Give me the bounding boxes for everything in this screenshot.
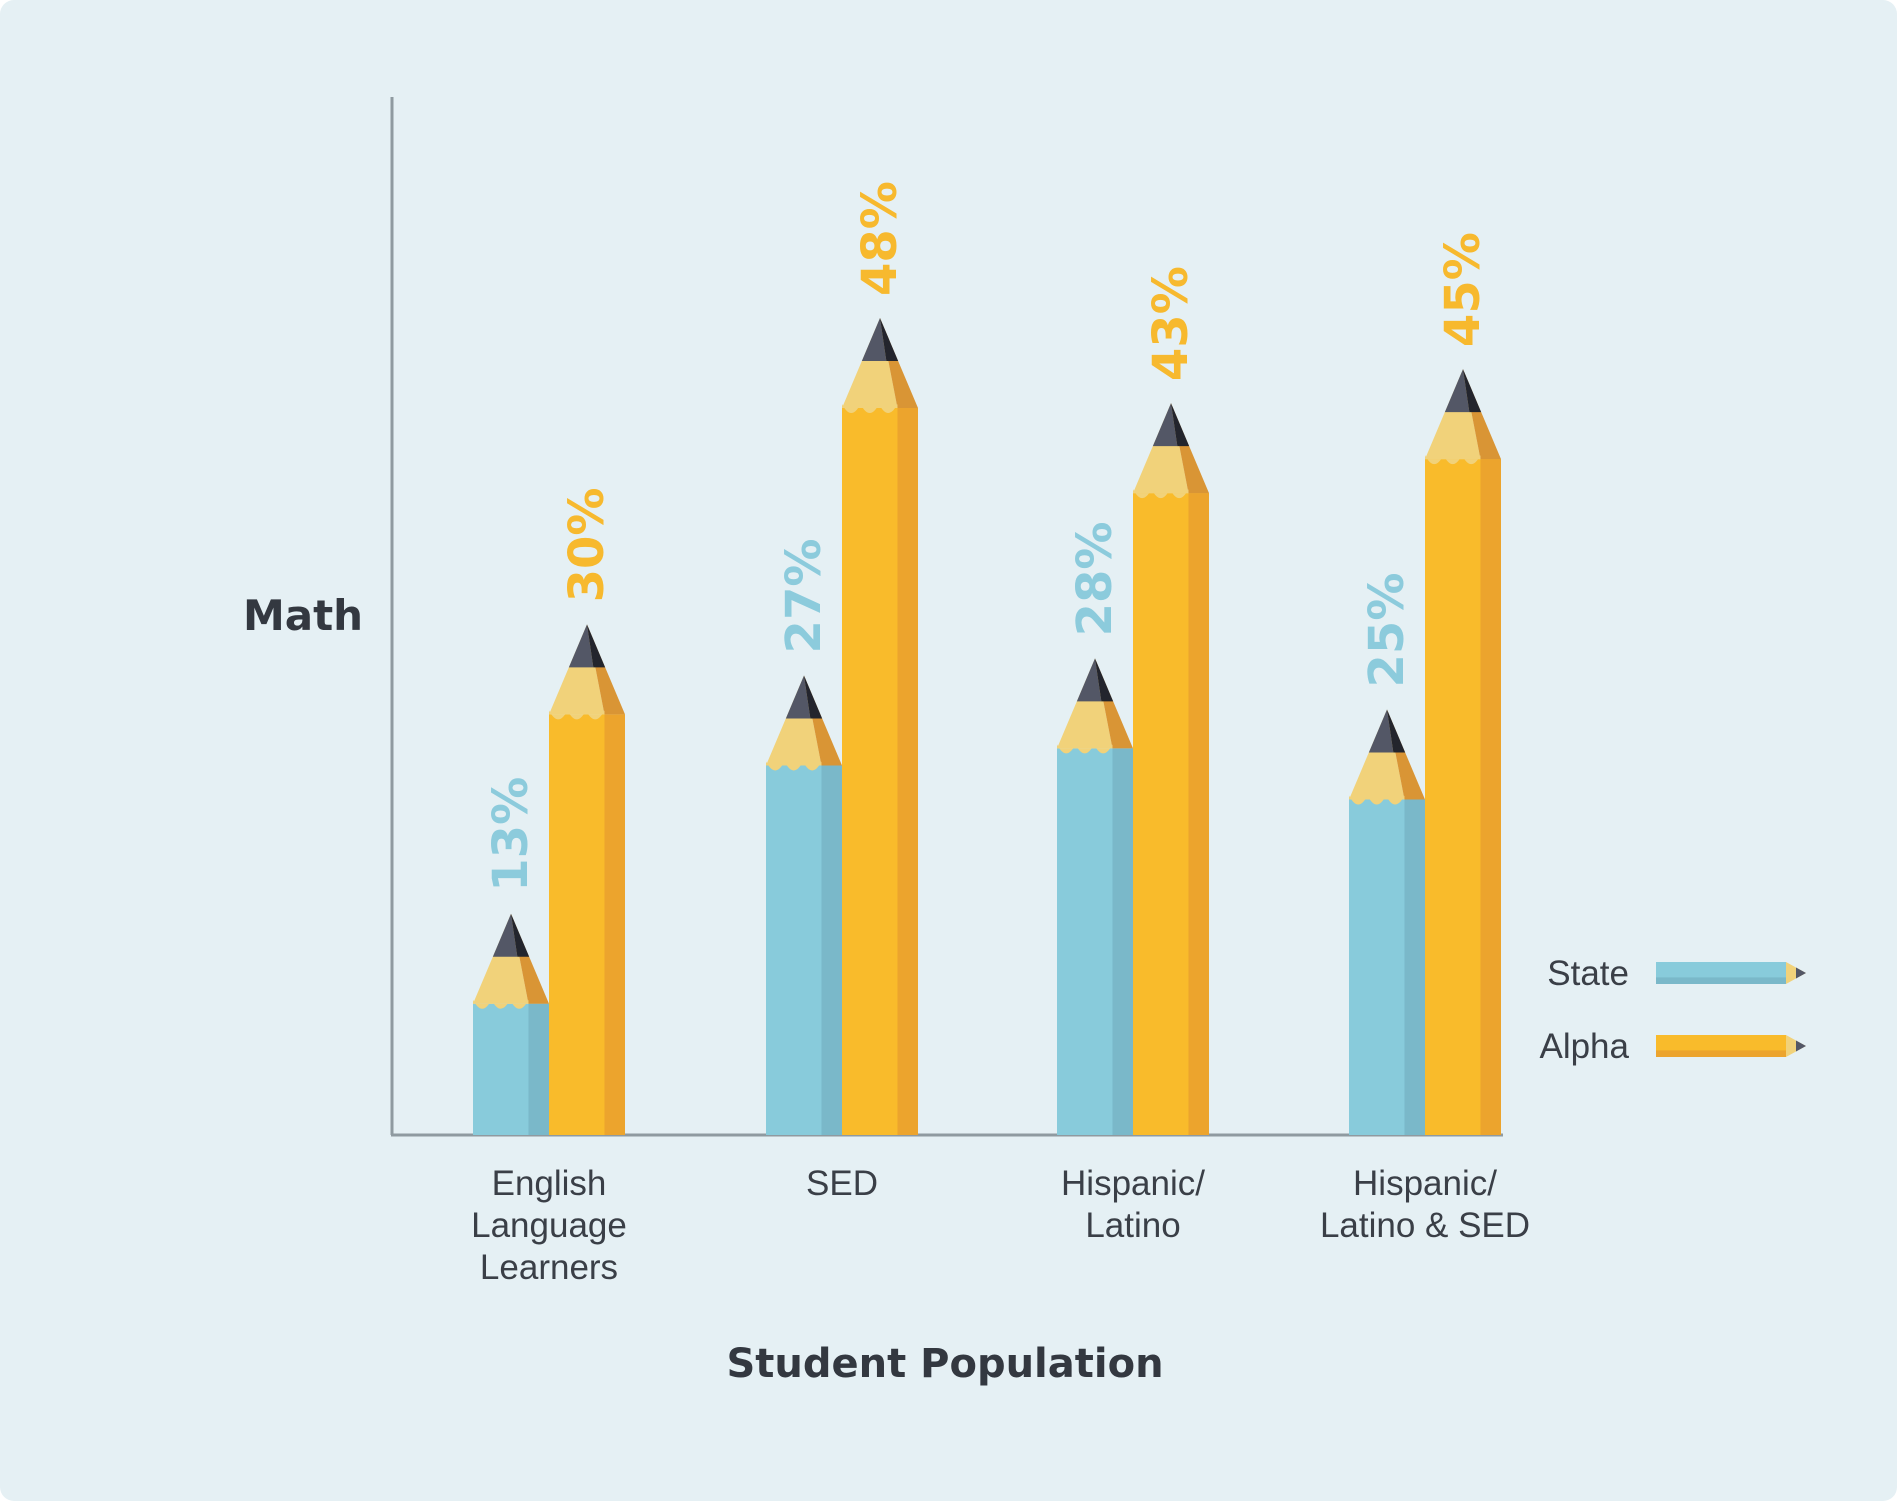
pencil-lead xyxy=(1076,658,1102,702)
legend-pencil-lead xyxy=(1796,1040,1806,1052)
bar-state-3 xyxy=(1349,709,1425,1135)
pencil-lead-shade xyxy=(1171,403,1190,447)
pencil-lead-shade xyxy=(587,624,606,668)
category-labels: English Language Learners SED Hispanic/Latin… xyxy=(471,1164,1530,1287)
legend-label: State xyxy=(1547,954,1629,993)
legend-label: Alpha xyxy=(1539,1027,1629,1066)
data-label: 27% xyxy=(776,539,832,654)
data-label: 43% xyxy=(1143,266,1199,381)
pencil-lead-shade xyxy=(880,318,899,361)
pencil-lead xyxy=(492,913,518,957)
pencil-wood-shade xyxy=(1463,369,1501,460)
x-tick-label-line: Hispanic/ xyxy=(1353,1164,1497,1203)
x-tick-label-line: Latino & SED xyxy=(1320,1206,1530,1245)
bar-state-2 xyxy=(1057,658,1133,1135)
pencil-body-shade xyxy=(1480,459,1501,1135)
bar-alpha-3 xyxy=(1425,369,1501,1135)
x-tick-label: Hispanic/Latino & SED xyxy=(1320,1164,1530,1245)
pencil-wood-shade xyxy=(1387,709,1425,800)
pencil-wood-shade xyxy=(1171,403,1209,494)
bar-state-1 xyxy=(766,675,842,1135)
data-label: 28% xyxy=(1067,522,1123,637)
pencil-wood-shade xyxy=(1095,658,1133,749)
pencil-wood-scallop xyxy=(1425,455,1481,465)
pencil-body-shade xyxy=(528,1003,549,1135)
pencil-lead xyxy=(1368,709,1394,753)
legend-pencil-shade xyxy=(1656,1050,1786,1057)
pencil-lead-shade xyxy=(804,675,823,719)
bar-alpha-2 xyxy=(1133,403,1209,1136)
pencil-body-shade xyxy=(1404,799,1425,1135)
pencil-body-shade xyxy=(1188,493,1209,1136)
legend-swatch xyxy=(1656,1035,1806,1057)
pencil-body-shade xyxy=(821,765,842,1135)
x-tick-label-line: Latino xyxy=(1085,1206,1180,1245)
x-tick-label: Hispanic/Latino xyxy=(1061,1164,1205,1245)
bar-alpha-1 xyxy=(842,318,918,1135)
pencil-wood-scallop xyxy=(1349,795,1405,805)
pencil-lead xyxy=(1444,369,1470,413)
pencil-lead-shade xyxy=(511,913,530,957)
pencil-wood-scallop xyxy=(1057,744,1113,754)
bar-state-0 xyxy=(473,913,549,1135)
pencil-wood-scallop xyxy=(473,999,529,1009)
bars-group: 13% 27% 28% 25% 30% 48% 43% 45% xyxy=(473,181,1501,1136)
data-label: 13% xyxy=(483,777,539,892)
pencil-wood-scallop xyxy=(842,404,898,413)
pencil-lead xyxy=(568,624,594,668)
pencil-lead-shade xyxy=(1463,369,1482,413)
legend-swatch xyxy=(1656,962,1806,984)
pencil-body-shade xyxy=(1112,748,1133,1135)
x-tick-label-line: SED xyxy=(806,1164,878,1203)
pencil-lead xyxy=(861,318,887,361)
x-tick-label: English Language Learners xyxy=(471,1164,627,1287)
legend-pencil-shade xyxy=(1656,977,1786,984)
legend-pencil-lead xyxy=(1796,967,1806,979)
pencil-lead-shade xyxy=(1387,709,1406,753)
pencil-body-shade xyxy=(897,408,918,1135)
data-label: 45% xyxy=(1435,232,1491,347)
x-tick-label-line: Hispanic/ xyxy=(1061,1164,1205,1203)
pencil-lead xyxy=(1152,403,1178,447)
legend: State Alpha xyxy=(1539,954,1806,1066)
data-label: 48% xyxy=(852,181,908,296)
x-tick-label: SED xyxy=(806,1164,878,1203)
pencil-wood-scallop xyxy=(766,761,822,771)
pencil-lead xyxy=(785,675,811,719)
x-tick-label-line: Language xyxy=(471,1206,627,1245)
data-label: 30% xyxy=(559,487,615,602)
pencil-wood-scallop xyxy=(549,710,605,720)
bar-alpha-0 xyxy=(549,624,625,1135)
x-tick-label-line: English xyxy=(492,1164,607,1203)
x-tick-label-line: Learners xyxy=(480,1248,618,1287)
x-axis-label: Student Population xyxy=(726,1341,1163,1387)
pencil-wood-scallop xyxy=(1133,489,1189,499)
y-axis-label: Math xyxy=(243,591,363,640)
pencil-body-shade xyxy=(604,714,625,1135)
data-label: 25% xyxy=(1359,573,1415,688)
pencil-lead-shade xyxy=(1095,658,1114,702)
